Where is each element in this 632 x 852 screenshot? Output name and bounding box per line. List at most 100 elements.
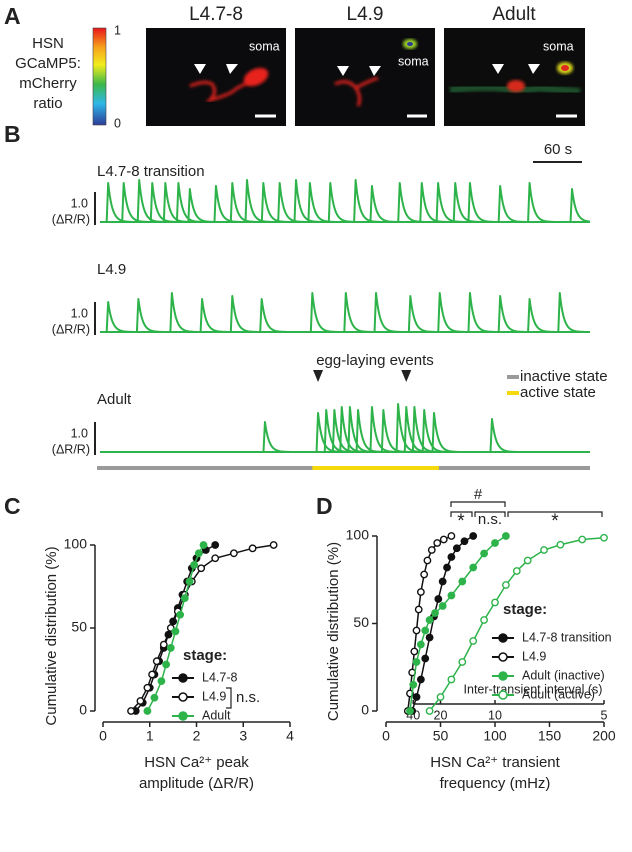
- y-tick-label: 50: [71, 619, 87, 635]
- data-point: [443, 563, 451, 572]
- y-axis-title: Cumulative distribution (%): [325, 542, 342, 721]
- calcium-transient: [229, 295, 257, 333]
- calcium-transient: [497, 295, 525, 333]
- soma-label: soma: [249, 39, 280, 53]
- calcium-transient: [105, 182, 133, 223]
- data-point: [412, 658, 421, 666]
- legend-label: active state: [520, 384, 596, 401]
- data-point: [143, 683, 152, 692]
- legend-label: Adult (inactive): [522, 668, 605, 682]
- data-point: [431, 609, 439, 617]
- data-point: [152, 657, 161, 666]
- trace-title: L4.7-8 transition: [97, 163, 205, 180]
- legend-label: L4.9: [522, 649, 546, 663]
- legend-marker: [498, 633, 508, 643]
- calcium-transient: [309, 292, 338, 333]
- data-point: [469, 563, 478, 572]
- x2-axis-title: Inter-transient interval (s): [464, 682, 603, 696]
- calcium-transient: [557, 292, 585, 333]
- data-point: [452, 544, 461, 553]
- data-point: [469, 637, 478, 645]
- x-axis-title: HSN Ca²⁺ transient: [430, 754, 560, 771]
- legend-marker: [498, 671, 508, 681]
- data-point: [410, 647, 419, 656]
- y-tick-label: 50: [353, 614, 369, 630]
- x2-tick-label: 5: [601, 708, 608, 722]
- data-point: [190, 561, 199, 569]
- legend-marker: [498, 652, 508, 662]
- calcium-transient: [315, 412, 343, 453]
- calcium-transient: [527, 298, 555, 333]
- calcium-transient: [467, 292, 495, 333]
- data-point: [197, 564, 206, 573]
- legend-label: inactive state: [520, 368, 608, 385]
- legend-title: stage:: [183, 647, 227, 664]
- legend-title: stage:: [503, 601, 547, 618]
- calcium-transient: [323, 409, 351, 453]
- x-axis-title: amplitude (ΔR/R): [139, 775, 254, 792]
- data-point: [143, 707, 152, 715]
- scale-bar-label: (ΔR/R): [52, 322, 90, 336]
- data-point: [434, 595, 443, 603]
- legend-label: L4.7-8 transition: [522, 630, 612, 644]
- y-axis-title: Cumulative distribution (%): [43, 546, 60, 725]
- calcium-transient: [395, 403, 423, 453]
- calcium-transient: [421, 409, 449, 453]
- calcium-transient: [327, 182, 355, 223]
- colorbar-title: HSN: [32, 35, 64, 52]
- legend-marker: [178, 692, 188, 702]
- data-point: [439, 535, 448, 544]
- data-point: [480, 616, 488, 624]
- data-point: [458, 577, 467, 586]
- calcium-transient: [452, 182, 480, 223]
- significance-bracket: [226, 501, 603, 709]
- x-tick-label: 150: [538, 728, 562, 744]
- calcium-transient: [121, 182, 149, 223]
- data-point: [406, 707, 414, 715]
- calcium-transient: [307, 182, 335, 223]
- calcium-transient: [105, 301, 133, 333]
- calcium-transient: [373, 292, 401, 333]
- data-point: [480, 549, 488, 558]
- data-point: [458, 658, 467, 666]
- x-tick-label: 50: [433, 728, 449, 744]
- calcium-transient: [411, 406, 440, 453]
- annotation: #: [474, 486, 483, 503]
- legend-label: Adult (active): [522, 687, 595, 701]
- calcium-transient: [229, 182, 257, 223]
- calcium-transient: [339, 406, 367, 453]
- x2-tick-label: 10: [488, 708, 502, 722]
- scale-bar-label: 1.0: [71, 196, 88, 210]
- data-point: [127, 707, 135, 715]
- colorbar-title: ratio: [33, 95, 62, 112]
- legend-label: L4.7-8: [202, 670, 237, 684]
- colorbar-title: mCherry: [19, 75, 77, 92]
- data-point: [416, 675, 425, 684]
- y-tick-label: 100: [346, 527, 370, 543]
- panel-label: D: [316, 493, 333, 519]
- calcium-transient: [489, 418, 517, 453]
- calcium-transient: [244, 179, 272, 223]
- data-point: [491, 539, 499, 547]
- trace-title: Adult: [97, 391, 132, 408]
- data-point: [414, 605, 423, 614]
- scale-bar-label: (ΔR/R): [52, 442, 90, 456]
- data-point: [199, 541, 208, 549]
- data-point: [501, 581, 510, 589]
- data-point: [425, 633, 434, 642]
- calcium-transient: [403, 406, 431, 453]
- data-point: [425, 616, 434, 624]
- x2-tick-label: 20: [434, 708, 448, 722]
- data-point: [421, 654, 430, 663]
- data-point: [425, 707, 434, 715]
- calcium-transient: [419, 182, 447, 223]
- calcium-transient: [175, 182, 204, 223]
- calcium-transient: [259, 298, 287, 333]
- data-point: [416, 588, 425, 596]
- data-point: [491, 598, 499, 607]
- colorbar: [92, 27, 107, 126]
- data-point: [447, 675, 456, 684]
- x-tick-label: 1: [146, 728, 154, 744]
- x-tick-label: 0: [99, 728, 107, 744]
